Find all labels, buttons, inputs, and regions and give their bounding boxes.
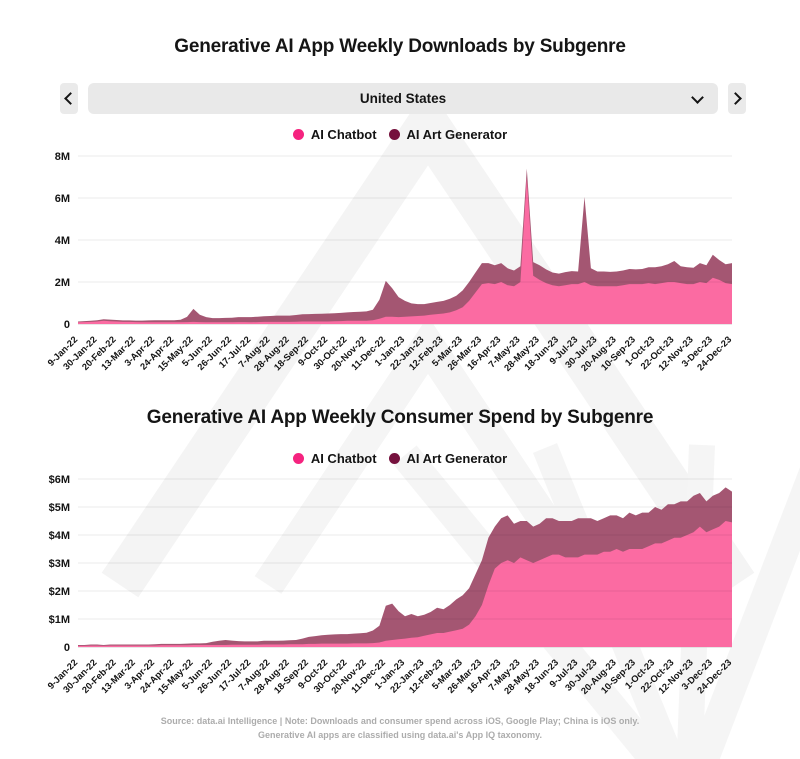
country-selector: United States xyxy=(60,83,746,114)
svg-text:$5M: $5M xyxy=(49,502,70,514)
ai-art-generator-dot-icon xyxy=(388,129,400,140)
chevron-right-icon xyxy=(729,92,742,105)
spend-chart-title: Generative AI App Weekly Consumer Spend … xyxy=(146,407,654,428)
downloads-legend: AI Chatbot AI Art Generator xyxy=(0,127,800,142)
ai-art-generator-dot-icon xyxy=(388,453,400,464)
legend-label-ai-art-generator: AI Art Generator xyxy=(406,451,508,466)
downloads-chart-title: Generative AI App Weekly Downloads by Su… xyxy=(174,36,626,57)
prev-country-button[interactable] xyxy=(60,83,78,114)
svg-text:0: 0 xyxy=(64,642,70,654)
svg-text:$4M: $4M xyxy=(49,530,70,542)
legend-label-ai-chatbot: AI Chatbot xyxy=(310,127,377,142)
svg-text:4M: 4M xyxy=(55,235,70,247)
svg-text:2M: 2M xyxy=(55,277,70,289)
svg-text:8M: 8M xyxy=(55,151,70,163)
svg-text:$1M: $1M xyxy=(49,614,70,626)
country-dropdown[interactable]: United States xyxy=(88,83,718,114)
svg-text:$3M: $3M xyxy=(49,558,70,570)
chevron-left-icon xyxy=(64,92,77,105)
spend-area-chart: 0$1M$2M$3M$4M$5M$6M9-Jan-2230-Jan-2220-F… xyxy=(46,474,734,696)
chevron-down-icon xyxy=(691,91,704,104)
svg-text:6M: 6M xyxy=(55,193,70,205)
svg-text:$6M: $6M xyxy=(49,474,70,486)
source-note: Source: data.ai Intelligence | Note: Dow… xyxy=(0,715,800,743)
source-note-line1: Source: data.ai Intelligence | Note: Dow… xyxy=(160,716,640,726)
spend-legend: AI Chatbot AI Art Generator xyxy=(0,451,800,466)
svg-text:$2M: $2M xyxy=(49,586,70,598)
country-dropdown-value: United States xyxy=(359,91,447,106)
legend-item-ai-art-generator: AI Art Generator xyxy=(388,127,508,142)
legend-item-ai-art-generator: AI Art Generator xyxy=(388,451,508,466)
ai-chatbot-dot-icon xyxy=(292,453,304,464)
legend-label-ai-art-generator: AI Art Generator xyxy=(406,127,508,142)
svg-text:0: 0 xyxy=(64,319,70,331)
legend-item-ai-chatbot: AI Chatbot xyxy=(292,127,377,142)
legend-label-ai-chatbot: AI Chatbot xyxy=(310,451,377,466)
source-note-line2: Generative AI apps are classified using … xyxy=(258,729,542,740)
next-country-button[interactable] xyxy=(728,83,746,114)
ai-chatbot-dot-icon xyxy=(292,129,304,140)
downloads-area-chart: 02M4M6M8M9-Jan-2230-Jan-2220-Feb-2213-Ma… xyxy=(46,151,734,373)
legend-item-ai-chatbot: AI Chatbot xyxy=(292,451,377,466)
